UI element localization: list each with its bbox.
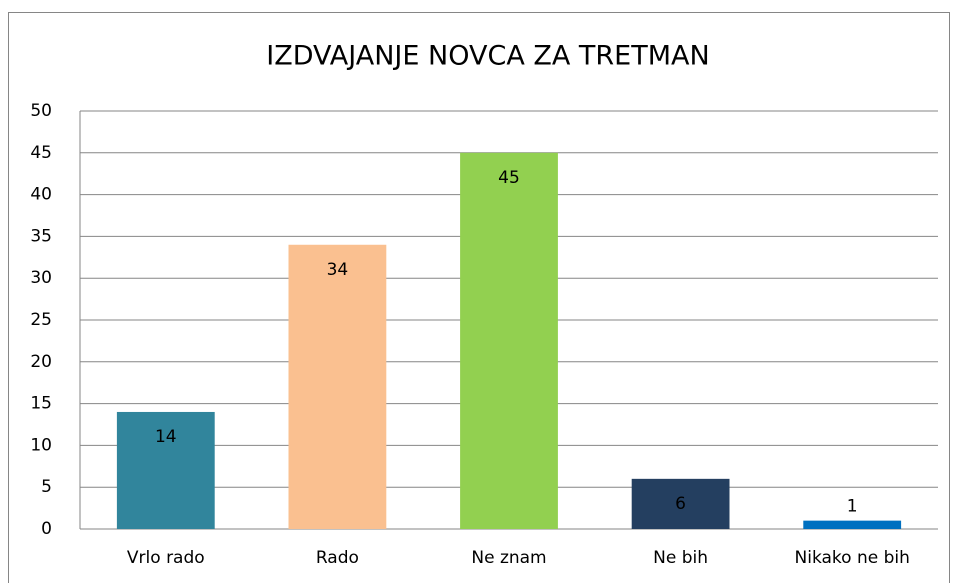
chart-title: IZDVAJANJE NOVCA ZA TRETMAN [266, 41, 709, 72]
y-tick-label: 5 [41, 477, 52, 497]
y-tick-label: 45 [30, 143, 52, 163]
bar [460, 152, 558, 530]
x-tick-label: Vrlo rado [127, 548, 205, 568]
data-label: 14 [155, 427, 177, 447]
bar [631, 478, 730, 529]
y-tick-label: 35 [30, 226, 52, 246]
y-tick-label: 20 [30, 352, 52, 372]
bar [288, 244, 387, 529]
y-tick-label: 50 [30, 101, 52, 121]
y-tick-label: 10 [30, 435, 52, 455]
data-label: 34 [327, 260, 349, 280]
bar [116, 411, 215, 529]
y-tick-label: 15 [30, 394, 52, 414]
y-tick-label: 40 [30, 185, 52, 205]
x-tick-label: Ne znam [471, 548, 546, 568]
x-tick-label: Nikako ne bih [795, 548, 910, 568]
y-tick-label: 25 [30, 310, 52, 330]
x-tick-label: Rado [316, 548, 359, 568]
data-label: 1 [847, 497, 858, 517]
data-label: 45 [498, 168, 520, 188]
bar [803, 520, 902, 529]
y-tick-label: 0 [41, 519, 52, 539]
y-tick-label: 30 [30, 268, 52, 288]
x-tick-label: Ne bih [653, 548, 708, 568]
data-label: 6 [675, 494, 686, 514]
